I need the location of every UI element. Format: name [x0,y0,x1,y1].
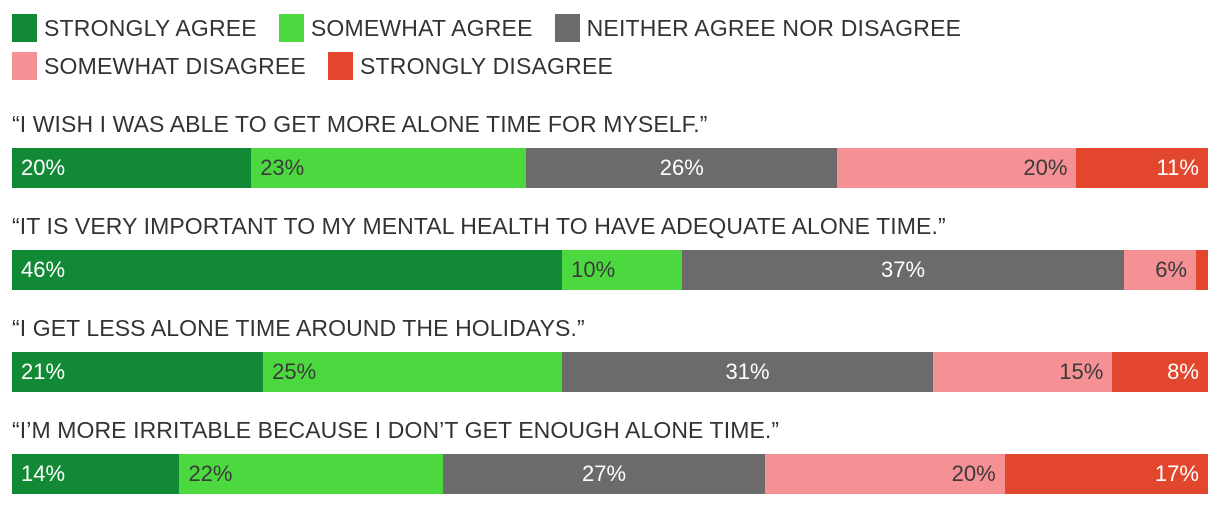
legend-label-somewhat-disagree: SOMEWHAT DISAGREE [44,52,306,79]
bar-segment-somewhat-disagree: 20% [765,454,1005,494]
bar-segment-neither-agree-nor-disagree: 31% [562,352,933,392]
legend-swatch-neither-agree-nor-disagree [554,14,580,42]
legend-item-somewhat-agree: SOMEWHAT AGREE [278,14,533,42]
stacked-bar: 14% 22% 27% 20% 17% [12,454,1208,494]
legend-item-neither-agree-nor-disagree: NEITHER AGREE NOR DISAGREE [554,14,962,42]
bar-segment-somewhat-agree: 22% [179,454,443,494]
legend-label-neither-agree-nor-disagree: NEITHER AGREE NOR DISAGREE [586,14,962,41]
stacked-bar: 46% 10% 37% 6% [12,250,1208,290]
chart-row: “I’M MORE IRRITABLE BECAUSE I DON’T GET … [12,418,1208,520]
bar-segment-neither-agree-nor-disagree: 37% [681,250,1125,290]
stacked-bar-rows: “I WISH I WAS ABLE TO GET MORE ALONE TIM… [12,112,1208,520]
chart-row: “I GET LESS ALONE TIME AROUND THE HOLIDA… [12,316,1208,418]
bar-segment-strongly-agree: 20% [12,148,252,188]
legend-swatch-somewhat-agree [278,14,304,42]
bar-segment-somewhat-disagree: 6% [1124,250,1197,290]
bar-segment-neither-agree-nor-disagree: 26% [526,148,838,188]
question-label: “IT IS VERY IMPORTANT TO MY MENTAL HEALT… [12,213,946,239]
legend-label-strongly-agree: STRONGLY AGREE [44,14,257,41]
stacked-bar: 20% 23% 26% 20% 11% [12,148,1208,188]
legend-label-strongly-disagree: STRONGLY DISAGREE [359,52,614,79]
bar-segment-neither-agree-nor-disagree: 27% [442,454,766,494]
bar-segment-strongly-disagree: 8% [1112,352,1208,392]
stacked-bar: 21% 25% 31% 15% 8% [12,352,1208,392]
bar-segment-strongly-disagree: 11% [1076,148,1208,188]
legend-swatch-strongly-agree [12,14,37,42]
legend-item-somewhat-disagree: SOMEWHAT DISAGREE [12,52,306,80]
bar-segment-somewhat-disagree: 15% [932,352,1113,392]
bar-segment-strongly-agree: 21% [12,352,264,392]
bar-segment-somewhat-agree: 10% [562,250,682,290]
bar-segment-somewhat-agree: 25% [263,352,563,392]
question-label: “I WISH I WAS ABLE TO GET MORE ALONE TIM… [12,111,708,137]
legend-swatch-strongly-disagree [327,52,353,80]
bar-segment-somewhat-disagree: 20% [837,148,1077,188]
bar-segment-strongly-agree: 14% [12,454,180,494]
legend-item-strongly-agree: STRONGLY AGREE [12,14,257,42]
bar-segment-strongly-disagree: 17% [1004,454,1208,494]
bar-segment-strongly-agree: 46% [12,250,563,290]
legend-item-strongly-disagree: STRONGLY DISAGREE [327,52,614,80]
chart-row: “IT IS VERY IMPORTANT TO MY MENTAL HEALT… [12,214,1208,316]
bar-segment-somewhat-agree: 23% [251,148,527,188]
bar-segment-strongly-disagree [1196,250,1208,290]
chart-row: “I WISH I WAS ABLE TO GET MORE ALONE TIM… [12,112,1208,214]
legend-swatch-somewhat-disagree [12,52,37,80]
question-label: “I’M MORE IRRITABLE BECAUSE I DON’T GET … [12,417,780,443]
question-label: “I GET LESS ALONE TIME AROUND THE HOLIDA… [12,315,585,341]
legend-label-somewhat-agree: SOMEWHAT AGREE [310,14,533,41]
chart-legend: STRONGLY AGREE SOMEWHAT AGREE NEITHER AGRE… [12,14,1212,80]
